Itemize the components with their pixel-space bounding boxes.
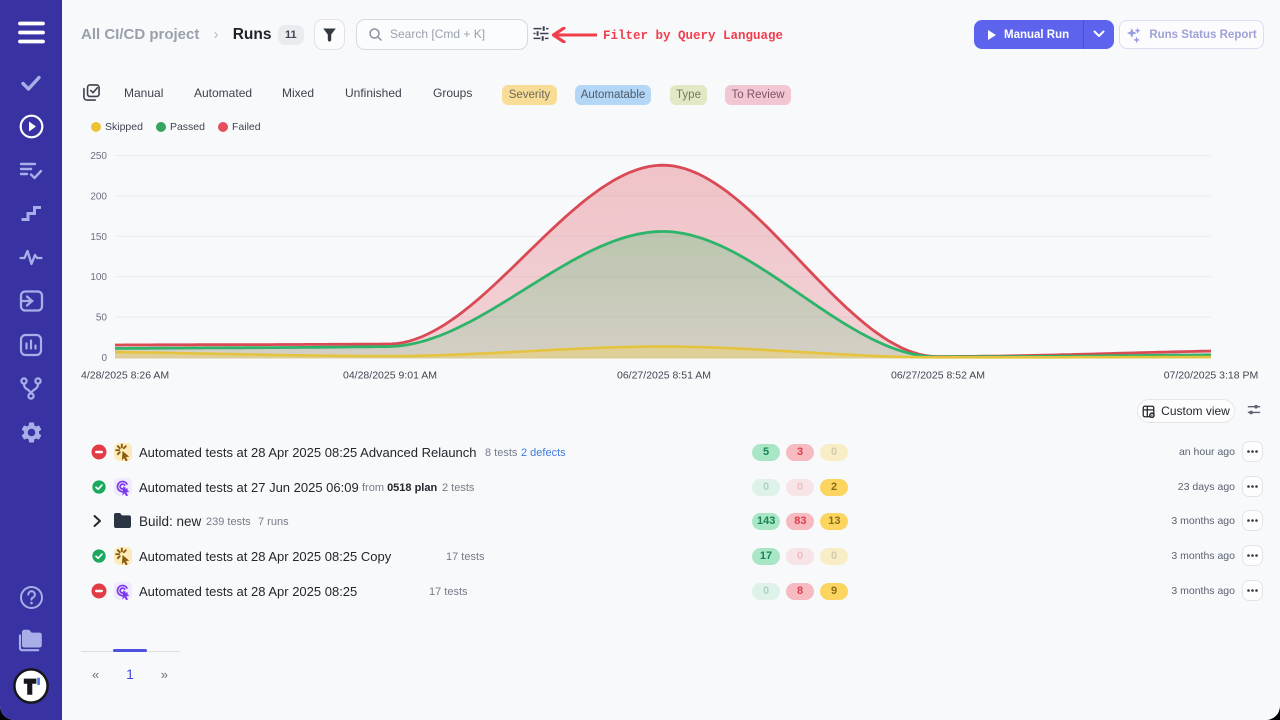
svg-text:0: 0 [101, 353, 107, 364]
svg-text:100: 100 [90, 272, 107, 283]
svg-text:04/28/2025 9:01 AM: 04/28/2025 9:01 AM [343, 370, 437, 382]
svg-text:250: 250 [90, 151, 107, 162]
svg-text:4/28/2025 8:26 AM: 4/28/2025 8:26 AM [81, 370, 169, 382]
svg-text:06/27/2025 8:52 AM: 06/27/2025 8:52 AM [891, 370, 985, 382]
svg-text:07/20/2025 3:18 PM: 07/20/2025 3:18 PM [1164, 370, 1259, 382]
svg-text:50: 50 [96, 313, 108, 324]
svg-text:150: 150 [90, 232, 107, 243]
svg-text:06/27/2025 8:51 AM: 06/27/2025 8:51 AM [617, 370, 711, 382]
svg-text:200: 200 [90, 191, 107, 202]
